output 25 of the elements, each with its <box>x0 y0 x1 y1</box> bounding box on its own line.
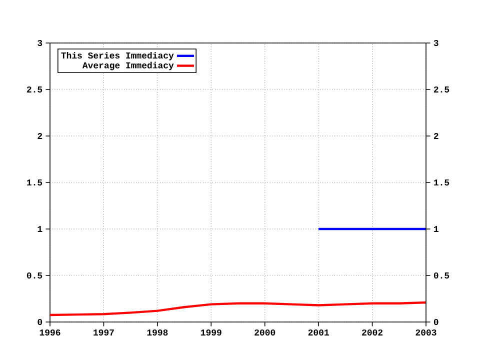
x-tick-label: 2000 <box>254 329 276 336</box>
x-tick-label: 2003 <box>416 329 436 336</box>
y-tick-label: 3 <box>38 40 42 46</box>
y-tick-label: 0.5 <box>26 272 42 279</box>
y-tick-label: 2 <box>38 132 42 139</box>
x-tick-label: 1999 <box>200 329 222 336</box>
y-tick-label: 1 <box>38 226 42 232</box>
y2-tick-label: 2 <box>434 132 438 139</box>
y2-tick-label: 1 <box>434 226 438 232</box>
y2-tick-label: 3 <box>434 40 438 46</box>
y-tick-label: 0 <box>38 318 42 326</box>
y2-tick-label: 0 <box>434 318 438 326</box>
x-tick-label: 2001 <box>308 329 329 336</box>
y-tick-label: 2.5 <box>26 86 42 93</box>
y-tick-label: 1.5 <box>27 180 42 186</box>
x-tick-label: 2002 <box>362 329 383 336</box>
x-tick-label: 1998 <box>147 329 168 336</box>
legend-label: Average Immediacy <box>82 62 174 70</box>
legend-label: This Series Immediacy <box>61 52 174 60</box>
y2-tick-label: 1.5 <box>434 180 450 186</box>
x-tick-label: 1996 <box>40 329 60 336</box>
x-tick-label: 1997 <box>94 329 114 336</box>
line-series <box>50 301 426 316</box>
y2-tick-label: 2.5 <box>434 86 450 93</box>
y2-tick-label: 0.5 <box>434 272 450 279</box>
